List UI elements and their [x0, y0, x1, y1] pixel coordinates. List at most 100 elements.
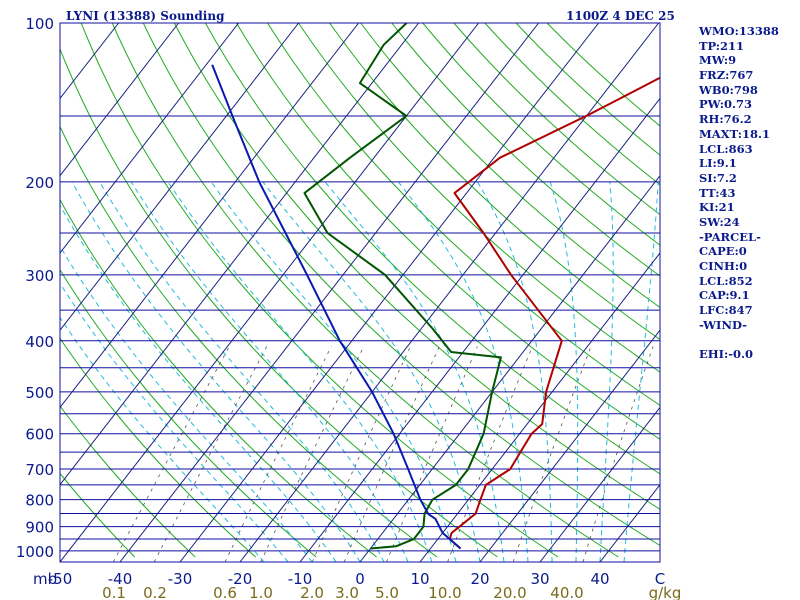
temperature-tick-label: 0: [355, 570, 365, 588]
moist-adiabat: [130, 181, 409, 562]
index-item: RH:76.2: [699, 112, 752, 127]
dry-adiabat: [484, 23, 660, 186]
mixing-ratio-line: [512, 346, 592, 562]
temperature-tick-label: 40: [590, 570, 609, 588]
pressure-label: 900: [25, 519, 54, 537]
mixing-ratio-line: [386, 346, 478, 562]
temperature-tick-label: 10: [410, 570, 429, 588]
dry-adiabat: [60, 198, 377, 558]
index-item: WB0:798: [699, 82, 758, 97]
dry-adiabat: [60, 337, 256, 558]
index-item: LCL:863: [699, 141, 753, 156]
index-item: -PARCEL-: [699, 229, 761, 244]
mixing-ratio-label: 5.0: [375, 584, 399, 600]
isotherm: [179, 23, 600, 562]
mixing-ratio-label: 20.0: [493, 584, 526, 600]
mixing-ratio-line: [582, 346, 654, 562]
index-item: MAXT:18.1: [699, 126, 770, 141]
mixing-ratio-label: 2.0: [300, 584, 324, 600]
dry-adiabat: [515, 23, 660, 156]
moist-adiabat: [167, 181, 433, 562]
moist-adiabat: [60, 282, 289, 562]
series-dewpoint: [303, 23, 502, 550]
isotherm: [239, 23, 660, 562]
mixing-ratio-label: 0.2: [143, 584, 167, 600]
dry-adiabat: [453, 23, 660, 216]
moist-adiabat: [477, 181, 553, 562]
isotherm: [0, 23, 59, 562]
isotherm: [60, 23, 300, 332]
mixing-ratio-label: 40.0: [550, 584, 583, 600]
mixing-ratio-label: 10.0: [428, 584, 461, 600]
moist-adiabat: [210, 181, 457, 562]
index-item: [699, 332, 799, 347]
plot-lines: [0, 23, 660, 562]
moist-adiabat: [623, 181, 659, 562]
dry-adiabat: [204, 23, 660, 475]
moist-adiabat: [60, 245, 313, 562]
dry-adiabat: [60, 405, 196, 558]
moist-adiabat: [398, 181, 529, 562]
pressure-label: 700: [25, 461, 54, 479]
moist-adiabat: [99, 181, 385, 562]
temperature-tick-label: -30: [168, 570, 193, 588]
mixing-ratio-label: 3.0: [335, 584, 359, 600]
isotherm: [60, 23, 180, 177]
isotherm: [299, 97, 660, 562]
mixing-ratio-label: g/kg: [649, 584, 682, 600]
mixing-ratio-label: 0.1: [102, 584, 126, 600]
pressure-label: 600: [25, 426, 54, 444]
index-item: CINH:0: [699, 259, 748, 273]
dry-adiabat: [60, 47, 498, 558]
pressure-label: 800: [25, 492, 54, 510]
temperature-tick-label: C: [655, 570, 665, 588]
index-item: EHI:-0.0: [699, 347, 754, 362]
dry-adiabat: [360, 23, 660, 309]
moist-adiabat: [324, 181, 505, 562]
isotherm: [359, 174, 660, 562]
dry-adiabat: [60, 125, 438, 558]
dry-adiabat: [422, 23, 660, 246]
temperature-tick-label: -10: [288, 570, 313, 588]
plot-area: [60, 23, 660, 562]
index-panel: WMO:13388 TP:211 MW:9 FRZ:767 WB0:798 PW:0.73…: [699, 24, 799, 362]
temperature-tick-label: -20: [228, 570, 253, 588]
pressure-label: 500: [25, 384, 54, 402]
isotherm: [60, 23, 240, 254]
index-item: KI:21: [699, 200, 735, 215]
pressure-axis-label: mb: [33, 570, 57, 588]
index-item: -WIND-: [699, 317, 747, 332]
temperature-tick-label: 30: [530, 570, 549, 588]
index-item: CAPE:0: [699, 244, 747, 259]
index-item: SI:7.2: [699, 170, 737, 185]
index-item: WMO:13388: [699, 24, 779, 38]
moist-adiabat: [599, 181, 614, 562]
pressure-label: 100: [25, 15, 54, 33]
moist-adiabat: [549, 181, 579, 562]
isotherm: [479, 329, 660, 562]
index-item: LCL:852: [699, 273, 753, 288]
index-item: LFC:847: [699, 303, 753, 318]
pressure-label: 300: [25, 267, 54, 285]
index-item: PW:0.73: [699, 97, 753, 112]
isotherm: [539, 406, 660, 562]
index-item: TP:211: [699, 38, 745, 53]
index-item: FRZ:767: [699, 68, 754, 83]
mixing-ratio-line: [112, 346, 230, 562]
index-item: SW:24: [699, 214, 740, 229]
plot-frame: [59, 22, 661, 563]
dry-adiabat: [80, 23, 559, 558]
moist-adiabat: [71, 181, 361, 562]
chart-title: LYNI (13388) Sounding: [66, 9, 225, 23]
dry-adiabat: [546, 23, 660, 127]
pressure-label: 1000: [16, 543, 54, 561]
dry-adiabat: [60, 268, 317, 558]
dry-adiabat: [142, 23, 660, 547]
pressure-label: 400: [25, 333, 54, 351]
dry-adiabat: [173, 23, 660, 510]
chart-datetime: 1100Z 4 DEC 25: [566, 9, 675, 23]
mixing-ratio-label: 0.6: [213, 584, 237, 600]
temperature-tick-label: -50: [48, 570, 73, 588]
mixing-ratio-line: [343, 346, 440, 562]
